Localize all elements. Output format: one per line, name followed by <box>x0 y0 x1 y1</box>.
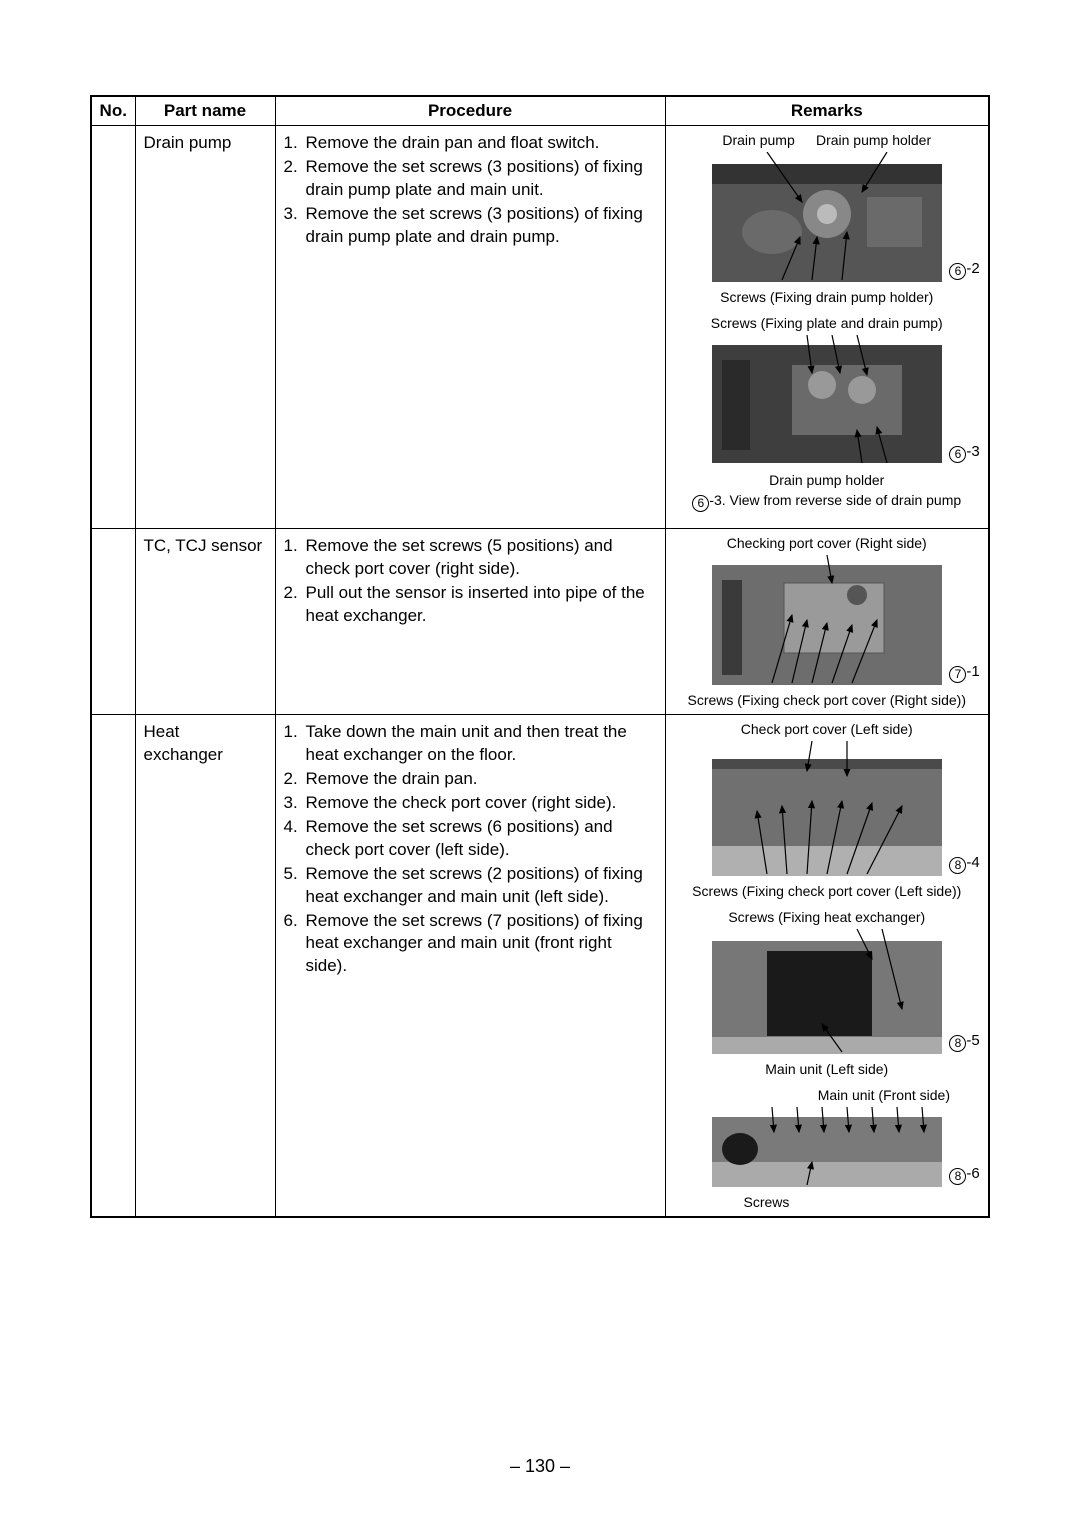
figure-drain-pump-2 <box>712 335 942 465</box>
table-row: TC, TCJ sensor 1.Remove the set screws (… <box>91 529 989 715</box>
figure-ref-circle: 6 <box>949 446 966 463</box>
cell-no <box>91 529 135 715</box>
figure-ref-circle: 6 <box>949 263 966 280</box>
figure-ref-suffix: -3 <box>966 443 979 460</box>
header-remarks: Remarks <box>665 96 989 126</box>
figure-ref-suffix: -5 <box>966 1032 979 1049</box>
figure-label: Drain pump <box>722 132 794 148</box>
figure-caption: Main unit (Front side) <box>674 1087 981 1103</box>
figure-ref-circle: 7 <box>949 666 966 683</box>
figure-ref-suffix: -2 <box>966 260 979 277</box>
figure-drain-pump-1 <box>712 152 942 282</box>
figure-caption: Screws (Fixing check port cover (Left si… <box>674 883 981 899</box>
header-no: No. <box>91 96 135 126</box>
figure-caption: Checking port cover (Right side) <box>674 535 981 551</box>
cell-part: Heatexchanger <box>135 715 275 1218</box>
figure-ref-circle: 8 <box>949 1168 966 1185</box>
figure-caption: Drain pump holder <box>674 472 981 488</box>
step: 4.Remove the set screws (6 positions) an… <box>284 816 657 862</box>
step: 1.Remove the drain pan and float switch. <box>284 132 657 155</box>
procedure-table: No. Part name Procedure Remarks Drain pu… <box>90 95 990 1218</box>
header-part: Part name <box>135 96 275 126</box>
step: 3.Remove the set screws (3 positions) of… <box>284 203 657 249</box>
figure-caption: Main unit (Left side) <box>674 1061 981 1077</box>
figure-heat-exchanger-3 <box>712 1107 942 1187</box>
cell-part: TC, TCJ sensor <box>135 529 275 715</box>
step: 1.Remove the set screws (5 positions) an… <box>284 535 657 581</box>
table-header-row: No. Part name Procedure Remarks <box>91 96 989 126</box>
figure-ref-circle: 8 <box>949 857 966 874</box>
figure-heat-exchanger-2 <box>712 929 942 1054</box>
step: 2.Remove the set screws (3 positions) of… <box>284 156 657 202</box>
cell-no <box>91 715 135 1218</box>
figure-caption: Screws (Fixing check port cover (Right s… <box>674 692 981 708</box>
figure-caption: Screws (Fixing drain pump holder) <box>674 289 981 305</box>
cell-procedure: 1.Remove the drain pan and float switch.… <box>275 126 665 529</box>
figure-caption: Check port cover (Left side) <box>674 721 981 737</box>
step: 3.Remove the check port cover (right sid… <box>284 792 657 815</box>
step: 5.Remove the set screws (2 positions) of… <box>284 863 657 909</box>
figure-caption: Screws (Fixing heat exchanger) <box>674 909 981 925</box>
cell-remarks: Drain pump Drain pump holder <box>665 126 989 529</box>
table-row: Heatexchanger 1.Take down the main unit … <box>91 715 989 1218</box>
figure-heat-exchanger-1 <box>712 741 942 876</box>
table-row: Drain pump 1.Remove the drain pan and fl… <box>91 126 989 529</box>
figure-caption: Screws <box>674 1194 981 1210</box>
page-number: – 130 – <box>0 1456 1080 1477</box>
step: 6.Remove the set screws (7 positions) of… <box>284 910 657 979</box>
cell-no <box>91 126 135 529</box>
cell-procedure: 1.Take down the main unit and then treat… <box>275 715 665 1218</box>
cell-part: Drain pump <box>135 126 275 529</box>
cell-remarks: Checking port cover (Right side) <box>665 529 989 715</box>
figure-ref-circle: 8 <box>949 1035 966 1052</box>
step: 2.Pull out the sensor is inserted into p… <box>284 582 657 628</box>
figure-caption: Screws (Fixing plate and drain pump) <box>674 315 981 331</box>
cell-remarks: Check port cover (Left side) <box>665 715 989 1218</box>
step: 1.Take down the main unit and then treat… <box>284 721 657 767</box>
header-procedure: Procedure <box>275 96 665 126</box>
figure-ref-suffix: -1 <box>966 663 979 680</box>
cell-procedure: 1.Remove the set screws (5 positions) an… <box>275 529 665 715</box>
figure-caption: 6-3. View from reverse side of drain pum… <box>674 492 981 512</box>
figure-label: Drain pump holder <box>816 132 931 148</box>
step: 2.Remove the drain pan. <box>284 768 657 791</box>
figure-tc-sensor <box>712 555 942 685</box>
figure-ref-suffix: -4 <box>966 854 979 871</box>
figure-ref-suffix: -6 <box>966 1165 979 1182</box>
